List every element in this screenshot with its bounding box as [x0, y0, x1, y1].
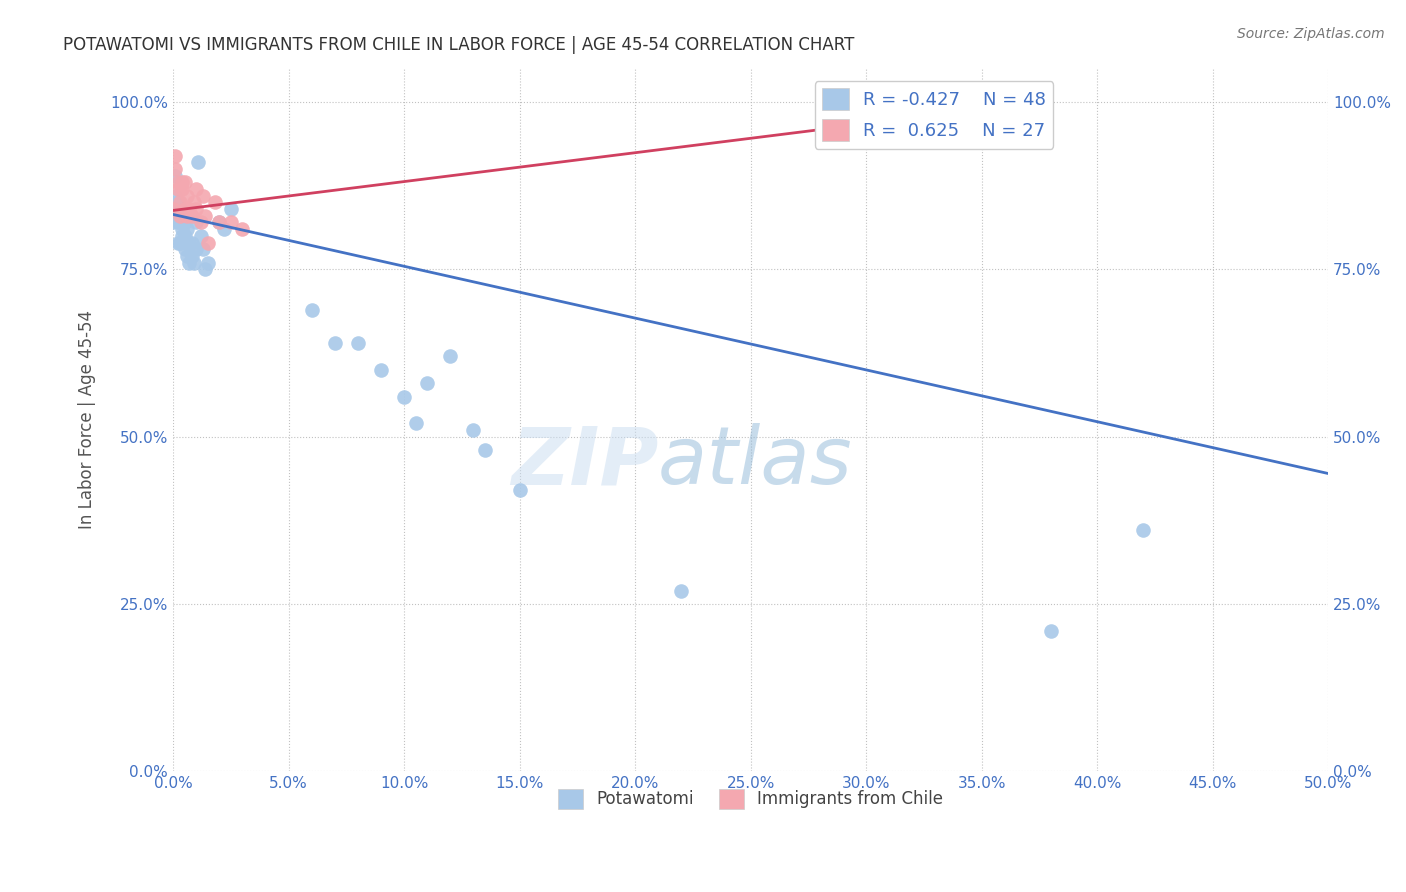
Point [219, 202, 242, 216]
Point [176, 235, 198, 250]
Point [323, 335, 346, 350]
Point [173, 215, 195, 229]
Point [180, 235, 202, 250]
Point [509, 483, 531, 498]
Point [176, 188, 198, 202]
Point [191, 242, 214, 256]
Point [180, 209, 202, 223]
Point [184, 202, 207, 216]
Point [169, 235, 191, 250]
Point [169, 195, 191, 210]
Point [184, 242, 207, 256]
Point [190, 228, 212, 243]
Text: Source: ZipAtlas.com: Source: ZipAtlas.com [1237, 27, 1385, 41]
Point [173, 242, 195, 256]
Point [208, 215, 231, 229]
Point [172, 222, 194, 236]
Point [204, 195, 226, 210]
Point [169, 215, 191, 229]
Point [474, 443, 496, 458]
Point [166, 182, 188, 196]
Point [166, 175, 188, 189]
Point [392, 390, 415, 404]
Point [166, 195, 188, 210]
Y-axis label: In Labor Force | Age 45-54: In Labor Force | Age 45-54 [79, 310, 96, 530]
Point [1132, 524, 1154, 538]
Point [176, 209, 198, 223]
Point [165, 161, 187, 176]
Point [212, 222, 235, 236]
Point [172, 228, 194, 243]
Point [191, 188, 214, 202]
Point [166, 215, 188, 229]
Point [183, 255, 205, 269]
Point [832, 121, 855, 136]
Point [197, 255, 219, 269]
Text: POTAWATOMI VS IMMIGRANTS FROM CHILE IN LABOR FORCE | AGE 45-54 CORRELATION CHART: POTAWATOMI VS IMMIGRANTS FROM CHILE IN L… [63, 36, 855, 54]
Point [173, 202, 195, 216]
Point [405, 417, 427, 431]
Point [671, 583, 693, 598]
Point [347, 335, 370, 350]
Point [162, 202, 184, 216]
Point [194, 209, 217, 223]
Point [463, 423, 485, 437]
Point [172, 182, 194, 196]
Point [166, 235, 188, 250]
Point [176, 249, 198, 263]
Point [179, 235, 201, 250]
Point [184, 182, 207, 196]
Point [183, 195, 205, 210]
Point [219, 215, 242, 229]
Point [179, 255, 201, 269]
Point [301, 302, 323, 317]
Point [180, 249, 202, 263]
Point [176, 222, 198, 236]
Point [1039, 624, 1062, 638]
Point [172, 209, 194, 223]
Point [197, 235, 219, 250]
Point [162, 215, 184, 229]
Point [165, 169, 187, 183]
Point [165, 148, 187, 162]
Point [172, 175, 194, 189]
Point [173, 228, 195, 243]
Point [231, 222, 253, 236]
Point [208, 215, 231, 229]
Point [370, 363, 392, 377]
Point [439, 350, 461, 364]
Point [194, 262, 217, 277]
Point [169, 209, 191, 223]
Point [416, 376, 439, 391]
Point [165, 209, 187, 223]
Text: ZIP: ZIP [510, 423, 658, 501]
Text: atlas: atlas [658, 423, 853, 501]
Point [165, 188, 187, 202]
Legend: Potawatomi, Immigrants from Chile: Potawatomi, Immigrants from Chile [551, 782, 950, 816]
Point [173, 175, 195, 189]
Point [190, 215, 212, 229]
Point [179, 202, 201, 216]
Point [184, 215, 207, 229]
Point [169, 202, 191, 216]
Point [187, 155, 209, 169]
